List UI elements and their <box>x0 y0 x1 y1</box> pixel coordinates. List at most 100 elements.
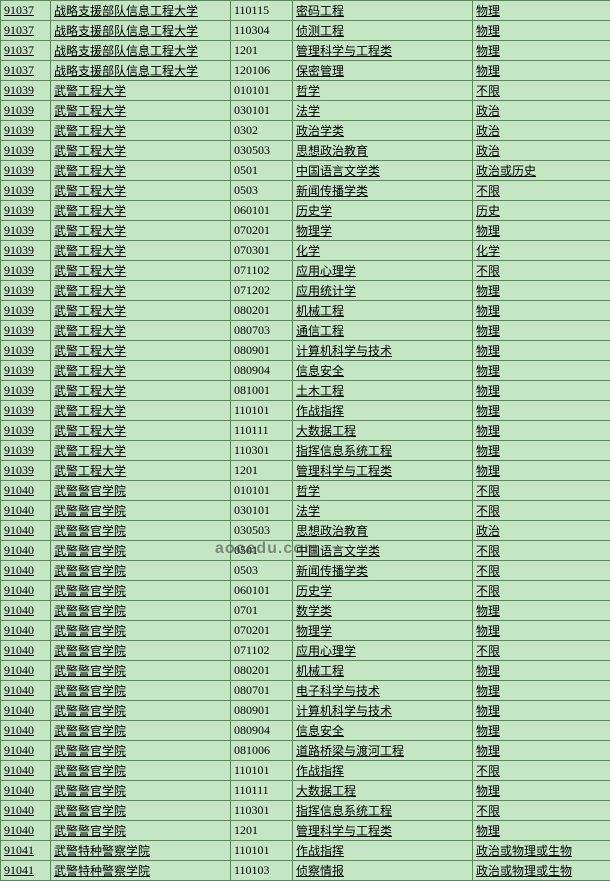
table-row: 91040武警警官学院0503新闻传播学类不限 <box>1 561 610 581</box>
cell-code: 91037 <box>1 61 51 81</box>
table-row: 91040武警警官学院070201物理学物理 <box>1 621 610 641</box>
cell-subject: 物理 <box>473 221 610 241</box>
cell-school: 武警工程大学 <box>51 221 231 241</box>
cell-code: 91039 <box>1 81 51 101</box>
cell-school: 武警警官学院 <box>51 741 231 761</box>
cell-code: 91039 <box>1 341 51 361</box>
cell-subject: 不限 <box>473 481 610 501</box>
cell-subject: 物理 <box>473 281 610 301</box>
cell-subject: 不限 <box>473 181 610 201</box>
cell-school: 武警警官学院 <box>51 581 231 601</box>
cell-major: 新闻传播学类 <box>293 181 473 201</box>
cell-subject: 物理 <box>473 441 610 461</box>
cell-subject: 物理 <box>473 741 610 761</box>
cell-major: 指挥信息系统工程 <box>293 801 473 821</box>
cell-major_code: 010101 <box>231 481 293 501</box>
cell-code: 91037 <box>1 21 51 41</box>
cell-school: 武警工程大学 <box>51 281 231 301</box>
table-row: 91039武警工程大学110111大数据工程物理 <box>1 421 610 441</box>
cell-major_code: 080201 <box>231 661 293 681</box>
cell-school: 武警工程大学 <box>51 361 231 381</box>
cell-code: 91039 <box>1 301 51 321</box>
cell-code: 91040 <box>1 741 51 761</box>
cell-code: 91040 <box>1 521 51 541</box>
cell-major_code: 1201 <box>231 461 293 481</box>
table-row: 91040武警警官学院080701电子科学与技术物理 <box>1 681 610 701</box>
cell-subject: 政治或物理或生物 <box>473 861 610 881</box>
cell-school: 武警警官学院 <box>51 661 231 681</box>
cell-major_code: 110111 <box>231 781 293 801</box>
cell-school: 武警工程大学 <box>51 421 231 441</box>
cell-major: 保密管理 <box>293 61 473 81</box>
table-row: 91039武警工程大学0501中国语言文学类政治或历史 <box>1 161 610 181</box>
cell-major: 政治学类 <box>293 121 473 141</box>
cell-major: 管理科学与工程类 <box>293 821 473 841</box>
table-row: 91039武警工程大学060101历史学历史 <box>1 201 610 221</box>
cell-subject: 物理 <box>473 661 610 681</box>
cell-subject: 物理 <box>473 321 610 341</box>
table-row: 91037战略支援部队信息工程大学120106保密管理物理 <box>1 61 610 81</box>
cell-school: 武警警官学院 <box>51 821 231 841</box>
table-row: 91040武警警官学院030503思想政治教育政治 <box>1 521 610 541</box>
table-row: 91040武警警官学院0501中国语言文学类不限 <box>1 541 610 561</box>
cell-major_code: 080901 <box>231 341 293 361</box>
table-row: 91040武警警官学院080201机械工程物理 <box>1 661 610 681</box>
cell-major_code: 070201 <box>231 221 293 241</box>
cell-code: 91040 <box>1 821 51 841</box>
cell-school: 武警警官学院 <box>51 621 231 641</box>
cell-code: 91039 <box>1 461 51 481</box>
table-row: 91040武警警官学院060101历史学不限 <box>1 581 610 601</box>
cell-major_code: 110101 <box>231 841 293 861</box>
table-row: 91040武警警官学院0701数学类物理 <box>1 601 610 621</box>
table-row: 91039武警工程大学071102应用心理学不限 <box>1 261 610 281</box>
cell-subject: 物理 <box>473 401 610 421</box>
cell-school: 战略支援部队信息工程大学 <box>51 41 231 61</box>
cell-major: 电子科学与技术 <box>293 681 473 701</box>
cell-major_code: 071102 <box>231 261 293 281</box>
cell-subject: 物理 <box>473 421 610 441</box>
table-row: 91041武警特种警察学院110101作战指挥政治或物理或生物 <box>1 841 610 861</box>
cell-major_code: 010101 <box>231 81 293 101</box>
cell-major: 应用心理学 <box>293 261 473 281</box>
cell-major: 管理科学与工程类 <box>293 461 473 481</box>
cell-major: 机械工程 <box>293 661 473 681</box>
cell-major: 作战指挥 <box>293 841 473 861</box>
table-row: 91039武警工程大学1201管理科学与工程类物理 <box>1 461 610 481</box>
cell-school: 武警工程大学 <box>51 81 231 101</box>
table-row: 91040武警警官学院081006道路桥梁与渡河工程物理 <box>1 741 610 761</box>
cell-major: 机械工程 <box>293 301 473 321</box>
cell-major_code: 080701 <box>231 681 293 701</box>
cell-subject: 政治或历史 <box>473 161 610 181</box>
cell-subject: 物理 <box>473 1 610 21</box>
cell-code: 91040 <box>1 541 51 561</box>
cell-major_code: 0501 <box>231 161 293 181</box>
cell-subject: 物理 <box>473 681 610 701</box>
cell-major_code: 080904 <box>231 721 293 741</box>
cell-major_code: 080901 <box>231 701 293 721</box>
cell-school: 武警警官学院 <box>51 781 231 801</box>
cell-school: 武警警官学院 <box>51 521 231 541</box>
table-row: 91039武警工程大学081001土木工程物理 <box>1 381 610 401</box>
table-row: 91037战略支援部队信息工程大学1201管理科学与工程类物理 <box>1 41 610 61</box>
cell-code: 91037 <box>1 1 51 21</box>
cell-major_code: 080904 <box>231 361 293 381</box>
cell-major: 哲学 <box>293 481 473 501</box>
cell-code: 91039 <box>1 221 51 241</box>
cell-subject: 历史 <box>473 201 610 221</box>
cell-subject: 物理 <box>473 301 610 321</box>
cell-subject: 不限 <box>473 801 610 821</box>
table-row: 91040武警警官学院080904信息安全物理 <box>1 721 610 741</box>
cell-code: 91040 <box>1 801 51 821</box>
cell-major: 应用统计学 <box>293 281 473 301</box>
cell-school: 武警工程大学 <box>51 181 231 201</box>
cell-code: 91040 <box>1 681 51 701</box>
cell-subject: 物理 <box>473 361 610 381</box>
cell-major: 中国语言文学类 <box>293 541 473 561</box>
cell-major: 信息安全 <box>293 721 473 741</box>
cell-subject: 政治 <box>473 521 610 541</box>
table-row: 91039武警工程大学071202应用统计学物理 <box>1 281 610 301</box>
cell-major: 法学 <box>293 101 473 121</box>
table-row: 91040武警警官学院110101作战指挥不限 <box>1 761 610 781</box>
cell-major: 计算机科学与技术 <box>293 701 473 721</box>
cell-subject: 不限 <box>473 261 610 281</box>
